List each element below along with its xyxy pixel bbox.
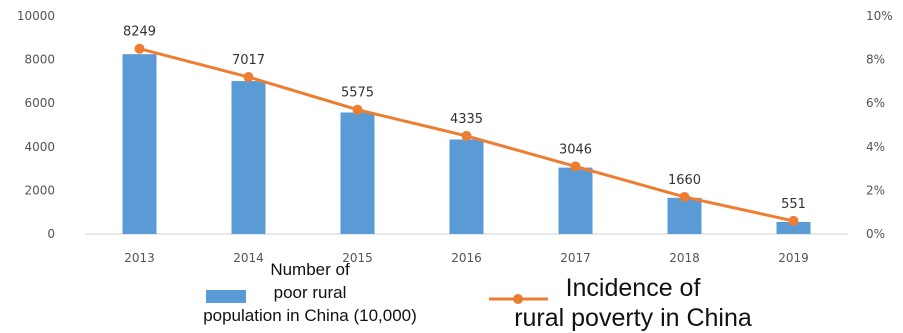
legend: Number of poor rural population in China (… [203, 260, 752, 332]
x-tick-label: 2017 [560, 251, 591, 265]
y-right-tick-label: 2% [866, 183, 885, 197]
incidence-point [679, 191, 690, 202]
legend-label-bar: poor rural [274, 283, 347, 302]
legend-swatch-bar [206, 290, 246, 303]
x-tick-label: 2015 [342, 251, 373, 265]
bar [449, 139, 484, 234]
y-left-tick-label: 4000 [24, 140, 55, 154]
y-left-tick-label: 6000 [24, 96, 55, 110]
bar-data-label: 5575 [341, 86, 374, 101]
x-tick-label: 2014 [233, 251, 264, 265]
bar-data-label: 7017 [232, 53, 265, 68]
bar-data-label: 551 [781, 197, 806, 212]
axes-group: 0 2000 4000 6000 8000 10000 0% 2% 4% 6% 8% 10% 2013 2… [17, 9, 893, 265]
incidence-point [570, 161, 581, 172]
incidence-point [788, 215, 799, 226]
y-right-tick-label: 0% [866, 227, 885, 241]
bar-data-label: 3046 [559, 142, 592, 157]
y-right-tick-label: 10% [866, 9, 893, 23]
incidence-point [134, 43, 145, 54]
bar [776, 221, 811, 234]
line-group [134, 43, 799, 226]
y-left-tick-label: 8000 [24, 53, 55, 67]
bar [231, 81, 266, 234]
x-tick-label: 2013 [124, 251, 155, 265]
x-tick-label: 2018 [669, 251, 700, 265]
bars-group [122, 54, 811, 234]
legend-label-line: rural poverty in China [514, 304, 752, 332]
bar [122, 54, 157, 234]
bar-data-label: 8249 [123, 25, 156, 40]
legend-label-bar: population in China (10,000) [203, 306, 417, 325]
legend-label-line: Incidence of [566, 274, 701, 302]
bar [340, 112, 375, 234]
x-tick-label: 2019 [778, 251, 809, 265]
y-right-tick-label: 8% [866, 53, 885, 67]
incidence-point [352, 104, 363, 115]
y-left-tick-label: 0 [47, 227, 55, 241]
y-right-tick-label: 4% [866, 140, 885, 154]
y-left-tick-label: 2000 [24, 183, 55, 197]
data-labels-group: 8249 7017 5575 4335 3046 1660 551 [123, 25, 806, 212]
bar [558, 167, 593, 234]
x-tick-label: 2016 [451, 251, 482, 265]
legend-swatch-marker [513, 294, 523, 304]
bar-data-label: 4335 [450, 112, 483, 127]
bar-data-label: 1660 [668, 173, 701, 188]
y-right-tick-label: 6% [866, 96, 885, 110]
incidence-point [461, 130, 472, 141]
legend-label-bar: Number of [270, 260, 350, 279]
incidence-point [243, 72, 254, 83]
y-left-tick-label: 10000 [17, 9, 55, 23]
bar [667, 197, 702, 234]
